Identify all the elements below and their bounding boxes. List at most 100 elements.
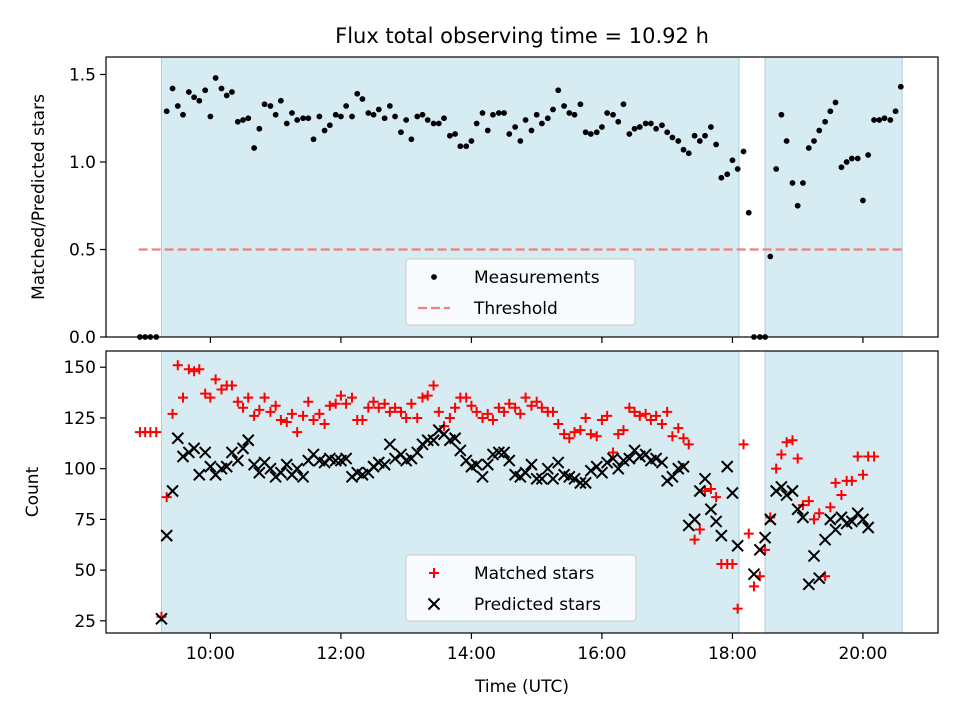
- measurement-point: [343, 103, 350, 109]
- matched-stars-point: [792, 453, 803, 464]
- measurement-point: [229, 89, 235, 95]
- matched-stars-point: [281, 417, 292, 428]
- measurement-point: [212, 75, 219, 81]
- predicted-stars-point: [421, 434, 434, 447]
- x-tick-label: 18:00: [708, 644, 757, 664]
- measurement-point: [860, 197, 866, 204]
- legend-label: Matched stars: [474, 564, 594, 584]
- matched-stars-point: [477, 412, 488, 423]
- measurement-point: [848, 155, 855, 162]
- matched-stars-point: [270, 400, 281, 411]
- predicted-stars-point: [584, 464, 598, 477]
- matched-stars-point: [743, 528, 754, 539]
- matched-stars-point: [618, 425, 629, 436]
- predicted-stars-point: [845, 515, 859, 528]
- top-y-tick-label: 1.0: [69, 153, 96, 173]
- measurement-point: [729, 157, 736, 164]
- measurement-point: [354, 90, 361, 97]
- measurement-point: [653, 125, 659, 132]
- measurement-point: [169, 85, 176, 92]
- measurement-point: [479, 110, 486, 116]
- predicted-stars-point: [829, 523, 842, 536]
- matched-stars-point: [428, 380, 439, 391]
- matched-stars-point: [776, 449, 787, 460]
- predicted-stars-point: [411, 446, 424, 459]
- top-series-measurements: [137, 75, 904, 340]
- matched-stars-point: [781, 437, 792, 448]
- matched-stars-point: [596, 414, 607, 425]
- bottom-y-tick-label: 100: [64, 460, 96, 480]
- measurement-point: [414, 113, 421, 120]
- predicted-stars-point: [247, 458, 261, 471]
- predicted-stars-point: [290, 462, 304, 475]
- measurement-point: [316, 113, 323, 120]
- matched-stars-point: [194, 364, 205, 375]
- matched-stars-point: [536, 402, 547, 413]
- measurement-point: [251, 145, 258, 151]
- measurement-point: [822, 118, 829, 125]
- measurement-point: [702, 132, 708, 139]
- legend-box: [405, 258, 636, 326]
- predicted-stars-point: [264, 462, 277, 475]
- top-panel-ratio: 0.0 0.5 1.0 1.5 Matched/Predicted stars Measu…: [29, 56, 939, 348]
- measurement-point: [854, 155, 861, 162]
- matched-stars-point: [705, 483, 716, 494]
- matched-stars-point: [852, 451, 863, 462]
- measurement-point: [816, 127, 823, 134]
- predicted-stars-point: [721, 460, 734, 473]
- predicted-stars-point: [698, 472, 712, 486]
- measurement-point: [745, 209, 752, 216]
- x-tick-label: 16:00: [577, 644, 626, 664]
- matched-stars-point: [232, 396, 243, 407]
- measurement-point: [685, 150, 692, 157]
- predicted-stars-point: [813, 572, 826, 585]
- matched-stars-point: [787, 435, 798, 446]
- legend-marker-matched-stars: [429, 568, 439, 578]
- measurement-point: [403, 117, 410, 123]
- measurement-point: [272, 111, 279, 118]
- predicted-stars-point: [709, 515, 723, 528]
- top-legend: Measurements Threshold: [405, 258, 636, 326]
- measurement-point: [512, 124, 519, 130]
- matched-stars-point: [200, 388, 211, 399]
- measurement-point: [501, 110, 507, 116]
- matched-stars-point: [319, 419, 330, 430]
- measurement-point: [305, 115, 312, 122]
- measurement-point: [626, 131, 633, 137]
- top-observing-window-1: [764, 56, 903, 338]
- bottom-y-tick-label: 50: [74, 561, 96, 581]
- measurement-point: [713, 141, 720, 148]
- measurement-point: [615, 118, 622, 125]
- measurement-point: [778, 111, 785, 118]
- matched-stars-point: [161, 492, 172, 503]
- predicted-stars-point: [427, 434, 440, 447]
- measurement-point: [202, 87, 209, 94]
- matched-stars-point: [487, 414, 498, 425]
- matched-stars-point: [368, 396, 379, 407]
- legend-label: Measurements: [474, 268, 600, 288]
- predicted-stars-point: [476, 470, 489, 483]
- measurement-point: [550, 106, 556, 113]
- measurement-point: [294, 117, 301, 123]
- predicted-stars-point: [541, 462, 554, 475]
- matched-stars-point: [760, 544, 771, 555]
- measurement-point: [359, 96, 366, 102]
- predicted-stars-point: [775, 480, 788, 494]
- predicted-stars-point: [747, 567, 761, 581]
- measurement-point: [708, 124, 714, 130]
- measurement-point: [223, 92, 230, 99]
- measurement-point: [675, 138, 682, 144]
- legend-marker-predicted-stars: [427, 597, 441, 611]
- measurement-point: [620, 101, 627, 108]
- measurement-point: [452, 131, 459, 137]
- measurement-point: [234, 118, 241, 125]
- top-y-tick-label: 0.5: [69, 241, 96, 261]
- predicted-stars-point: [655, 456, 669, 469]
- predicted-stars-point: [470, 458, 483, 471]
- measurement-point: [180, 111, 186, 118]
- matched-stars-point: [471, 406, 482, 417]
- matched-stars-point: [286, 408, 297, 419]
- predicted-stars-point: [383, 438, 397, 451]
- matched-stars-point: [673, 423, 684, 434]
